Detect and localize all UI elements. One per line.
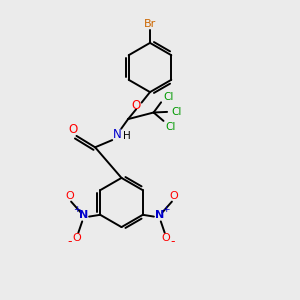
Text: +: + (162, 205, 170, 214)
Text: N: N (155, 210, 164, 220)
Text: Cl: Cl (171, 107, 181, 117)
Text: O: O (132, 99, 141, 112)
Text: O: O (72, 233, 81, 243)
Text: O: O (65, 191, 74, 201)
Text: Cl: Cl (165, 122, 175, 132)
Text: O: O (68, 123, 77, 136)
Text: H: H (123, 131, 131, 141)
Text: N: N (79, 210, 88, 220)
Text: Cl: Cl (164, 92, 174, 102)
Text: Br: Br (144, 19, 156, 29)
Text: O: O (162, 233, 171, 243)
Text: -: - (68, 235, 72, 248)
Text: O: O (169, 191, 178, 201)
Text: +: + (73, 205, 81, 214)
Text: N: N (113, 128, 122, 141)
Text: -: - (171, 235, 175, 248)
